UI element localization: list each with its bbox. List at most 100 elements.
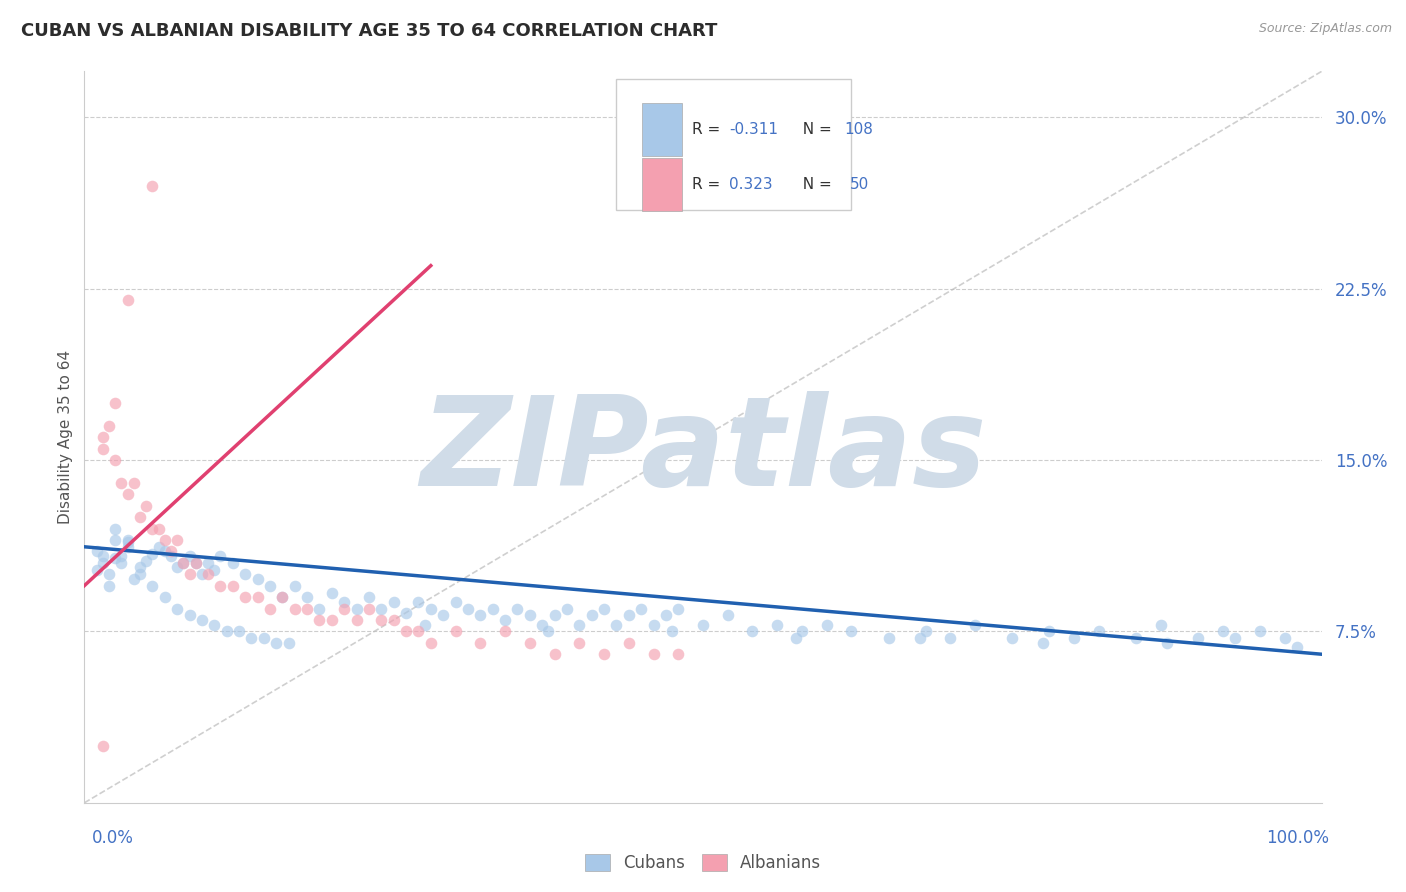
Point <box>129 510 152 524</box>
Text: R =: R = <box>692 122 725 137</box>
Point <box>129 560 152 574</box>
Point <box>1001 632 1024 646</box>
Point <box>253 632 276 646</box>
Point <box>259 601 281 615</box>
Point <box>519 636 541 650</box>
Point <box>333 601 356 615</box>
Point <box>98 579 121 593</box>
Text: ZIPatlas: ZIPatlas <box>420 392 986 512</box>
Point <box>129 567 152 582</box>
Point <box>1212 624 1234 639</box>
Point <box>1088 624 1111 639</box>
Point <box>1125 632 1147 646</box>
Point <box>444 624 467 639</box>
Point <box>91 549 114 563</box>
Point <box>494 624 516 639</box>
Point <box>543 647 565 661</box>
Text: N =: N = <box>793 177 837 192</box>
Point <box>308 601 330 615</box>
Point <box>617 636 640 650</box>
Point <box>91 556 114 570</box>
Text: -0.311: -0.311 <box>728 122 778 137</box>
Point <box>271 590 294 604</box>
Point <box>766 617 789 632</box>
Point <box>104 521 127 535</box>
Point <box>655 608 678 623</box>
Point <box>160 544 183 558</box>
Point <box>117 293 139 307</box>
Point <box>408 594 430 608</box>
Text: 50: 50 <box>851 177 869 192</box>
Point <box>1285 640 1308 655</box>
Point <box>104 396 127 410</box>
Point <box>135 499 157 513</box>
Point <box>259 579 281 593</box>
Point <box>841 624 863 639</box>
Point <box>228 624 250 639</box>
Point <box>141 547 163 561</box>
Point <box>191 567 214 582</box>
Point <box>141 579 163 593</box>
Point <box>568 617 591 632</box>
Point <box>179 549 201 563</box>
Point <box>91 739 114 753</box>
Point <box>370 601 392 615</box>
Point <box>939 632 962 646</box>
Point <box>98 567 121 582</box>
Point <box>148 521 170 535</box>
Point <box>457 601 479 615</box>
Point <box>209 579 232 593</box>
Point <box>122 475 145 490</box>
Point <box>666 647 689 661</box>
Point <box>643 617 665 632</box>
Text: R =: R = <box>692 177 725 192</box>
Point <box>104 551 127 566</box>
Point <box>419 636 441 650</box>
Point <box>191 613 214 627</box>
Point <box>222 579 245 593</box>
Point <box>110 556 132 570</box>
Point <box>494 613 516 627</box>
Point <box>117 535 139 549</box>
Point <box>717 608 740 623</box>
Point <box>617 608 640 623</box>
Point <box>184 556 207 570</box>
Point <box>222 556 245 570</box>
Point <box>1032 636 1054 650</box>
FancyBboxPatch shape <box>616 78 852 211</box>
Point <box>519 608 541 623</box>
Point <box>172 556 194 570</box>
Point <box>153 544 176 558</box>
Point <box>91 430 114 444</box>
Point <box>593 601 616 615</box>
Point <box>321 585 343 599</box>
Point <box>877 632 900 646</box>
Point <box>246 590 269 604</box>
Point <box>643 647 665 661</box>
Point <box>308 613 330 627</box>
Point <box>413 617 436 632</box>
Point <box>506 601 529 615</box>
Point <box>470 636 492 650</box>
Point <box>141 521 163 535</box>
Point <box>179 608 201 623</box>
Point <box>184 556 207 570</box>
Point <box>785 632 807 646</box>
Point <box>166 560 188 574</box>
Point <box>271 590 294 604</box>
Point <box>555 601 578 615</box>
Point <box>357 601 380 615</box>
Point <box>568 636 591 650</box>
Point <box>537 624 560 639</box>
Point <box>790 624 813 639</box>
Point <box>197 567 219 582</box>
Point <box>444 594 467 608</box>
Point <box>153 533 176 547</box>
Point <box>815 617 838 632</box>
Point <box>284 579 307 593</box>
Point <box>321 613 343 627</box>
Point <box>914 624 936 639</box>
Point <box>295 601 318 615</box>
Text: CUBAN VS ALBANIAN DISABILITY AGE 35 TO 64 CORRELATION CHART: CUBAN VS ALBANIAN DISABILITY AGE 35 TO 6… <box>21 22 717 40</box>
Point <box>630 601 652 615</box>
